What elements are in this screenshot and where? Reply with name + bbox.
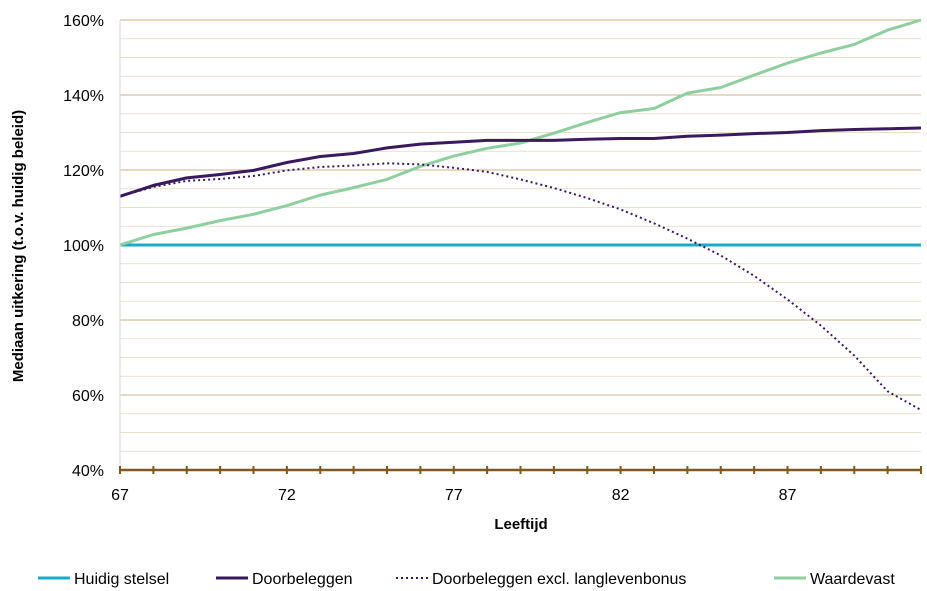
legend-label: Waardevast [810, 571, 895, 588]
x-tick-label: 77 [445, 487, 463, 504]
series-line-doorbeleggen-excl-langlevenbonus [119, 162, 922, 411]
legend: Huidig stelsel Doorbeleggen Doorbeleggen e… [38, 571, 895, 588]
legend-label: Huidig stelsel [74, 571, 169, 588]
x-axis-title: Leeftijd [494, 516, 547, 533]
axes [119, 20, 922, 474]
legend-label: Doorbeleggen excl. langlevenbonus [432, 571, 686, 588]
y-tick-label: 120% [63, 163, 104, 180]
y-tick-label: 40% [72, 463, 104, 480]
x-tick-label: 87 [779, 487, 797, 504]
series-layer [119, 18, 922, 411]
tick-labels: 40% 60% 80% 100% 120% 140% 160% 67 72 77 82 87 [63, 13, 796, 504]
y-tick-label: 140% [63, 88, 104, 105]
y-axis-title: Mediaan uitkering (t.o.v. huidig beleid) [10, 110, 27, 382]
y-tick-label: 60% [72, 388, 104, 405]
series-line-waardevast [119, 18, 922, 247]
y-tick-label: 80% [72, 313, 104, 330]
y-tick-label: 160% [63, 13, 104, 30]
x-tick-label: 82 [612, 487, 630, 504]
gridlines [120, 19, 921, 452]
legend-label: Doorbeleggen [252, 571, 353, 588]
series-line-doorbeleggen [119, 126, 922, 198]
x-tick-label: 67 [111, 487, 129, 504]
y-tick-label: 100% [63, 238, 104, 255]
x-tick-label: 72 [278, 487, 296, 504]
